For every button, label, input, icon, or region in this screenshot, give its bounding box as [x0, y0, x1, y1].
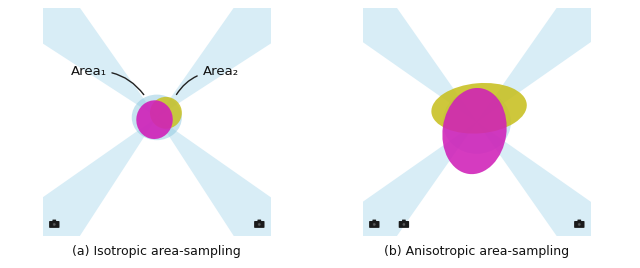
- Ellipse shape: [443, 90, 511, 154]
- FancyBboxPatch shape: [577, 219, 581, 222]
- Ellipse shape: [150, 97, 182, 129]
- Circle shape: [257, 222, 261, 226]
- Circle shape: [372, 222, 376, 226]
- Circle shape: [578, 223, 580, 226]
- Circle shape: [402, 222, 406, 226]
- Polygon shape: [477, 122, 639, 268]
- FancyBboxPatch shape: [254, 221, 264, 228]
- Circle shape: [403, 223, 405, 226]
- Ellipse shape: [442, 88, 507, 174]
- Polygon shape: [477, 0, 639, 122]
- Ellipse shape: [431, 83, 527, 133]
- FancyBboxPatch shape: [574, 221, 584, 228]
- FancyBboxPatch shape: [369, 221, 380, 228]
- Circle shape: [53, 223, 56, 226]
- Circle shape: [52, 222, 56, 226]
- Polygon shape: [157, 0, 321, 117]
- Circle shape: [258, 223, 260, 226]
- FancyBboxPatch shape: [372, 219, 376, 222]
- Text: (a) Isotropic area-sampling: (a) Isotropic area-sampling: [72, 245, 241, 258]
- Polygon shape: [315, 0, 477, 122]
- FancyBboxPatch shape: [52, 219, 56, 222]
- Polygon shape: [0, 117, 157, 268]
- FancyBboxPatch shape: [257, 219, 261, 222]
- Polygon shape: [315, 122, 477, 268]
- Text: (b) Anisotropic area-sampling: (b) Anisotropic area-sampling: [384, 245, 570, 258]
- FancyBboxPatch shape: [399, 221, 409, 228]
- Polygon shape: [157, 117, 323, 268]
- Ellipse shape: [132, 95, 182, 140]
- Ellipse shape: [136, 100, 173, 139]
- FancyBboxPatch shape: [402, 219, 406, 222]
- Circle shape: [373, 223, 376, 226]
- Circle shape: [577, 222, 581, 226]
- Text: Area₂: Area₂: [177, 65, 239, 95]
- Polygon shape: [0, 0, 157, 117]
- FancyBboxPatch shape: [49, 221, 60, 228]
- Text: Area₁: Area₁: [70, 65, 144, 95]
